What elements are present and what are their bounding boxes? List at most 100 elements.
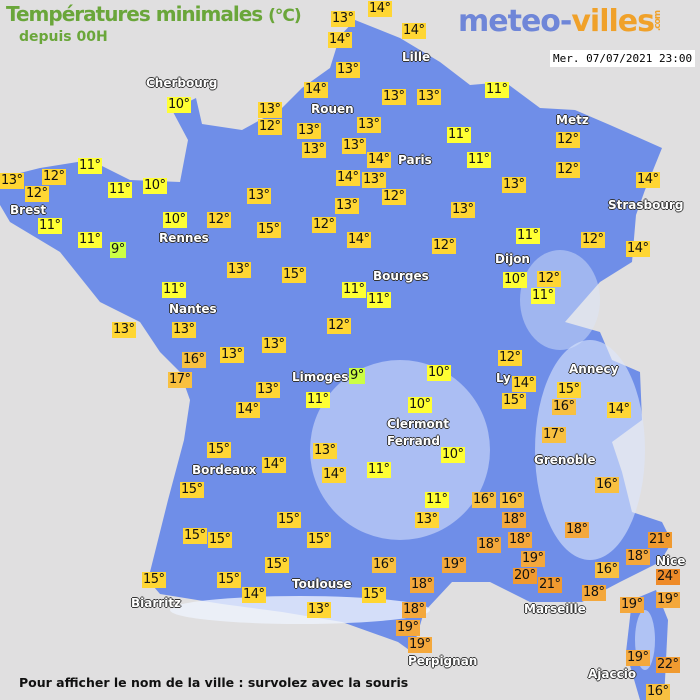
temperature-marker[interactable]: 11° [78, 232, 102, 248]
temperature-marker[interactable]: 13° [451, 202, 475, 218]
temperature-marker[interactable]: 11° [516, 228, 540, 244]
temperature-marker[interactable]: 14° [304, 82, 328, 98]
temperature-marker[interactable]: 13° [307, 602, 331, 618]
temperature-marker[interactable]: 12° [382, 189, 406, 205]
temperature-marker[interactable]: 15° [265, 557, 289, 573]
temperature-marker[interactable]: 18° [402, 602, 426, 618]
temperature-marker[interactable]: 19° [656, 592, 680, 608]
temperature-marker[interactable]: 12° [556, 132, 580, 148]
temperature-marker[interactable]: 14° [512, 376, 536, 392]
temperature-marker[interactable]: 10° [167, 97, 191, 113]
temperature-marker[interactable]: 13° [220, 347, 244, 363]
temperature-marker[interactable]: 15° [502, 393, 526, 409]
temperature-marker[interactable]: 13° [335, 198, 359, 214]
temperature-marker[interactable]: 15° [180, 482, 204, 498]
temperature-marker[interactable]: 11° [38, 218, 62, 234]
temperature-marker[interactable]: 13° [362, 172, 386, 188]
temperature-marker[interactable]: 11° [367, 292, 391, 308]
temperature-marker[interactable]: 17° [168, 372, 192, 388]
temperature-marker[interactable]: 10° [143, 178, 167, 194]
temperature-marker[interactable]: 11° [485, 82, 509, 98]
temperature-marker[interactable]: 16° [182, 352, 206, 368]
temperature-marker[interactable]: 9° [349, 368, 365, 384]
temperature-marker[interactable]: 13° [256, 382, 280, 398]
temperature-marker[interactable]: 15° [557, 382, 581, 398]
temperature-marker[interactable]: 12° [327, 318, 351, 334]
temperature-marker[interactable]: 11° [78, 158, 102, 174]
temperature-marker[interactable]: 18° [626, 549, 650, 565]
temperature-marker[interactable]: 14° [607, 402, 631, 418]
temperature-marker[interactable]: 18° [410, 577, 434, 593]
meteo-villes-logo[interactable]: meteo-villes.com [458, 4, 674, 39]
temperature-marker[interactable]: 10° [163, 212, 187, 228]
temperature-marker[interactable]: 19° [442, 557, 466, 573]
temperature-marker[interactable]: 18° [508, 532, 532, 548]
temperature-marker[interactable]: 15° [208, 532, 232, 548]
temperature-marker[interactable]: 16° [595, 477, 619, 493]
temperature-marker[interactable]: 13° [227, 262, 251, 278]
temperature-marker[interactable]: 14° [626, 241, 650, 257]
temperature-marker[interactable]: 13° [258, 102, 282, 118]
temperature-marker[interactable]: 14° [336, 170, 360, 186]
temperature-marker[interactable]: 10° [441, 447, 465, 463]
temperature-marker[interactable]: 16° [552, 399, 576, 415]
temperature-marker[interactable]: 11° [447, 127, 471, 143]
temperature-marker[interactable]: 13° [112, 322, 136, 338]
temperature-marker[interactable]: 16° [372, 557, 396, 573]
temperature-marker[interactable]: 14° [262, 457, 286, 473]
temperature-marker[interactable]: 9° [110, 242, 126, 258]
temperature-marker[interactable]: 15° [257, 222, 281, 238]
temperature-marker[interactable]: 12° [537, 271, 561, 287]
temperature-marker[interactable]: 18° [582, 585, 606, 601]
temperature-marker[interactable]: 12° [312, 217, 336, 233]
temperature-marker[interactable]: 15° [142, 572, 166, 588]
temperature-marker[interactable]: 13° [297, 123, 321, 139]
temperature-marker[interactable]: 10° [503, 272, 527, 288]
temperature-marker[interactable]: 11° [425, 492, 449, 508]
temperature-marker[interactable]: 15° [183, 528, 207, 544]
temperature-marker[interactable]: 11° [342, 282, 366, 298]
temperature-marker[interactable]: 12° [42, 169, 66, 185]
temperature-marker[interactable]: 10° [427, 365, 451, 381]
temperature-marker[interactable]: 14° [242, 587, 266, 603]
temperature-marker[interactable]: 19° [408, 637, 432, 653]
temperature-marker[interactable]: 14° [236, 402, 260, 418]
temperature-marker[interactable]: 11° [531, 288, 555, 304]
temperature-marker[interactable]: 13° [247, 188, 271, 204]
temperature-marker[interactable]: 11° [306, 392, 330, 408]
temperature-marker[interactable]: 13° [382, 89, 406, 105]
temperature-marker[interactable]: 15° [307, 532, 331, 548]
temperature-marker[interactable]: 13° [502, 177, 526, 193]
temperature-marker[interactable]: 12° [498, 350, 522, 366]
temperature-marker[interactable]: 24° [656, 569, 680, 585]
temperature-marker[interactable]: 19° [626, 650, 650, 666]
temperature-marker[interactable]: 14° [402, 23, 426, 39]
temperature-marker[interactable]: 13° [342, 138, 366, 154]
temperature-marker[interactable]: 15° [282, 267, 306, 283]
temperature-marker[interactable]: 14° [322, 467, 346, 483]
temperature-marker[interactable]: 19° [521, 551, 545, 567]
temperature-marker[interactable]: 13° [417, 89, 441, 105]
temperature-marker[interactable]: 13° [262, 337, 286, 353]
temperature-marker[interactable]: 19° [396, 620, 420, 636]
temperature-marker[interactable]: 14° [347, 232, 371, 248]
temperature-marker[interactable]: 13° [331, 11, 355, 27]
temperature-marker[interactable]: 13° [0, 173, 24, 189]
temperature-marker[interactable]: 14° [368, 1, 392, 17]
temperature-marker[interactable]: 10° [408, 397, 432, 413]
temperature-marker[interactable]: 13° [336, 62, 360, 78]
temperature-marker[interactable]: 17° [542, 427, 566, 443]
temperature-marker[interactable]: 13° [313, 443, 337, 459]
temperature-marker[interactable]: 15° [277, 512, 301, 528]
temperature-marker[interactable]: 14° [328, 32, 352, 48]
temperature-marker[interactable]: 15° [362, 587, 386, 603]
temperature-marker[interactable]: 18° [477, 537, 501, 553]
temperature-marker[interactable]: 20° [513, 568, 537, 584]
temperature-marker[interactable]: 11° [467, 152, 491, 168]
temperature-marker[interactable]: 12° [432, 238, 456, 254]
temperature-marker[interactable]: 18° [502, 512, 526, 528]
temperature-marker[interactable]: 13° [302, 142, 326, 158]
temperature-marker[interactable]: 15° [207, 442, 231, 458]
temperature-marker[interactable]: 22° [656, 657, 680, 673]
temperature-marker[interactable]: 13° [172, 322, 196, 338]
